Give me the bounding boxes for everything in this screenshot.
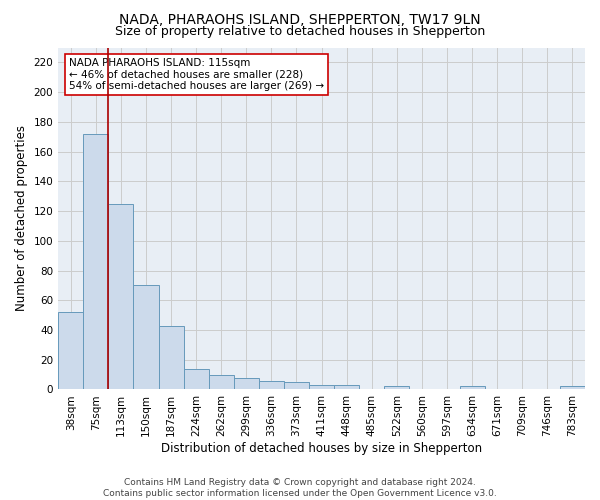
Bar — [234, 378, 259, 390]
Y-axis label: Number of detached properties: Number of detached properties — [15, 126, 28, 312]
X-axis label: Distribution of detached houses by size in Shepperton: Distribution of detached houses by size … — [161, 442, 482, 455]
Bar — [460, 386, 485, 390]
Bar — [259, 380, 284, 390]
Bar — [184, 368, 209, 390]
Text: Size of property relative to detached houses in Shepperton: Size of property relative to detached ho… — [115, 25, 485, 38]
Bar — [109, 204, 133, 390]
Bar — [334, 385, 359, 390]
Text: NADA, PHARAOHS ISLAND, SHEPPERTON, TW17 9LN: NADA, PHARAOHS ISLAND, SHEPPERTON, TW17 … — [119, 12, 481, 26]
Bar — [158, 326, 184, 390]
Text: NADA PHARAOHS ISLAND: 115sqm
← 46% of detached houses are smaller (228)
54% of s: NADA PHARAOHS ISLAND: 115sqm ← 46% of de… — [69, 58, 324, 91]
Bar — [133, 286, 158, 390]
Bar — [284, 382, 309, 390]
Bar — [83, 134, 109, 390]
Bar — [385, 386, 409, 390]
Bar — [209, 374, 234, 390]
Bar — [58, 312, 83, 390]
Bar — [560, 386, 585, 390]
Text: Contains HM Land Registry data © Crown copyright and database right 2024.
Contai: Contains HM Land Registry data © Crown c… — [103, 478, 497, 498]
Bar — [309, 385, 334, 390]
